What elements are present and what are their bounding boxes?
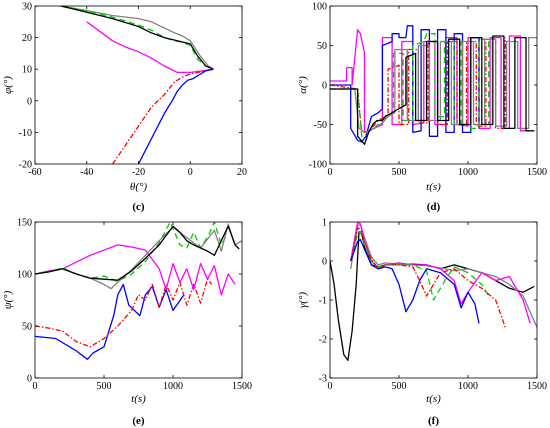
series-line-f-6	[350, 238, 480, 324]
y-axis-label: α(°)	[297, 76, 309, 94]
x-axis-label: t(s)	[426, 393, 441, 405]
x-tick-label: 0	[33, 381, 38, 392]
y-tick-label: 150	[17, 218, 32, 229]
x-axis-label: θ(°)	[130, 181, 147, 193]
series-line-f-4	[350, 231, 490, 301]
x-axis-label: t(s)	[131, 393, 146, 405]
series-line-c-6	[137, 68, 214, 164]
panel-caption: (f)	[428, 415, 439, 427]
series-line-c-4	[86, 21, 214, 74]
y-tick-label: 1	[322, 218, 327, 229]
series-line-f-1	[330, 231, 535, 362]
x-tick-label: 0	[188, 167, 193, 178]
x-tick-label: 1000	[458, 381, 478, 392]
y-tick-label: 10	[22, 65, 32, 76]
series-line-c-1	[60, 6, 214, 70]
y-tick-label: -100	[309, 160, 327, 171]
x-tick-label: 1000	[163, 381, 183, 392]
series-line-e-3	[35, 244, 236, 296]
series-line-d-3	[330, 37, 506, 134]
x-tick-label: 1500	[527, 167, 547, 178]
series-line-e-6	[35, 225, 240, 281]
y-tick-label: -50	[314, 120, 327, 131]
x-tick-label: -60	[28, 167, 41, 178]
y-tick-label: 50	[22, 322, 32, 333]
series-line-d-6	[330, 35, 535, 145]
y-tick-label: 100	[312, 2, 327, 13]
x-tick-label: 0	[328, 167, 333, 178]
x-tick-label: 1500	[232, 381, 252, 392]
x-axis-label: t(s)	[426, 181, 441, 193]
series-line-e-1	[35, 283, 185, 360]
x-tick-label: 500	[97, 381, 112, 392]
x-tick-label: 20	[237, 167, 247, 178]
y-tick-label: 0	[27, 374, 32, 385]
series-line-c-2	[60, 6, 214, 70]
panel-caption: (d)	[427, 201, 441, 213]
y-tick-label: 0	[27, 96, 32, 107]
series-line-d-5	[330, 36, 537, 134]
series-line-f-5	[350, 227, 506, 328]
series-line-d-1	[330, 29, 529, 134]
y-tick-label: -2	[319, 335, 327, 346]
series-line-e-2	[35, 278, 213, 348]
y-tick-label: 50	[317, 41, 327, 52]
y-tick-label: 100	[17, 270, 32, 281]
y-axis-label: φ(°)	[2, 76, 14, 94]
y-axis-label: ψ(°)	[2, 290, 14, 309]
axes-frame-c	[34, 5, 243, 165]
x-tick-label: -40	[80, 167, 93, 178]
x-tick-label: 0	[328, 381, 333, 392]
y-tick-label: -20	[19, 160, 32, 171]
panel-caption: (e)	[132, 415, 145, 427]
y-axis-label: γ(°)	[297, 292, 309, 308]
series-line-c-3	[60, 6, 214, 70]
y-tick-label: -10	[19, 128, 32, 139]
x-tick-label: 1000	[458, 167, 478, 178]
y-tick-label: 0	[322, 81, 327, 92]
axes-frame-e	[34, 221, 243, 379]
x-tick-label: 500	[392, 167, 407, 178]
series-line-e-5	[35, 223, 242, 290]
y-tick-label: 0	[322, 257, 327, 268]
y-tick-label: 30	[22, 2, 32, 13]
y-tick-label: -3	[319, 374, 327, 385]
x-tick-label: 1500	[527, 381, 547, 392]
x-tick-label: -20	[132, 167, 145, 178]
y-tick-label: 20	[22, 33, 32, 44]
y-tick-label: -1	[319, 296, 327, 307]
x-tick-label: 500	[392, 381, 407, 392]
panel-caption: (c)	[132, 201, 145, 213]
